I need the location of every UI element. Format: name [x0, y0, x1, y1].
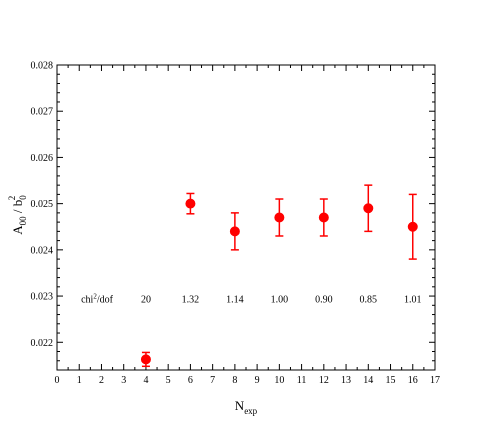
chi2-dof-label-rest: /dof — [97, 294, 114, 305]
x-tick-label: 8 — [232, 375, 237, 386]
y-axis-title-sup: 2 — [7, 196, 17, 201]
x-tick-label: 2 — [99, 375, 104, 386]
y-tick-label: 0.024 — [31, 245, 54, 256]
y-tick-label: 0.025 — [31, 199, 54, 210]
x-tick-label: 17 — [430, 375, 440, 386]
x-tick-label: 16 — [408, 375, 418, 386]
y-tick-label: 0.026 — [31, 153, 54, 164]
chi2-dof-label-main: chi — [81, 294, 93, 305]
chi2-dof-value: 0.85 — [360, 294, 378, 305]
x-tick-label: 11 — [297, 375, 307, 386]
y-tick-label: 0.023 — [31, 292, 54, 303]
x-tick-label: 1 — [77, 375, 82, 386]
x-tick-label: 3 — [121, 375, 126, 386]
y-axis-title-sub2: 0 — [18, 195, 28, 200]
chi2-dof-value: 20 — [141, 294, 151, 305]
data-point — [140, 354, 151, 365]
x-tick-label: 6 — [188, 375, 193, 386]
y-axis-title-sub1: 00 — [18, 216, 28, 226]
data-point — [185, 198, 196, 209]
data-point — [407, 221, 418, 232]
chi2-dof-value: 1.01 — [404, 294, 422, 305]
chi2-dof-value: 1.14 — [226, 294, 244, 305]
x-tick-label: 5 — [166, 375, 171, 386]
data-point — [363, 203, 374, 214]
x-axis-title-main: N — [235, 398, 245, 413]
x-axis-title-sub: exp — [244, 406, 257, 416]
points-layer — [140, 184, 418, 368]
x-tick-label: 0 — [55, 375, 60, 386]
chi2-dof-label-sup: 2 — [93, 292, 97, 300]
x-tick-label: 12 — [319, 375, 329, 386]
chi2-dof-value: 1.32 — [182, 294, 200, 305]
data-point — [318, 212, 329, 223]
x-tick-label: 14 — [363, 375, 373, 386]
x-tick-label: 4 — [143, 375, 148, 386]
annotations-layer: 20 1.32 1.14 1.00 0.90 0.85 1.01 — [141, 294, 422, 305]
data-point — [274, 212, 285, 223]
data-point — [229, 226, 240, 237]
y-tick-label: 0.027 — [31, 107, 54, 118]
ticks-layer — [56, 64, 436, 370]
y-axis-title-mid: / b — [10, 200, 25, 217]
chi2-dof-label: chi2/dof — [81, 292, 113, 305]
chi2-dof-value: 0.90 — [315, 294, 333, 305]
y-tick-label: 0.028 — [31, 61, 54, 72]
x-tick-label: 15 — [386, 375, 396, 386]
x-tick-label: 13 — [341, 375, 351, 386]
y-axis-title: A00 / b02 — [7, 195, 28, 235]
tick-labels-layer: 0 1 2 3 4 5 6 7 8 9 10 11 12 13 14 15 16 170.0220.0230.02… — [31, 61, 441, 387]
y-axis-title-main: A — [10, 225, 25, 235]
x-tick-label: 9 — [255, 375, 260, 386]
x-tick-label: 7 — [210, 375, 215, 386]
x-tick-label: 10 — [274, 375, 284, 386]
y-tick-label: 0.022 — [31, 338, 54, 349]
chi2-dof-value: 1.00 — [271, 294, 289, 305]
x-axis-title: Nexp — [235, 398, 258, 416]
